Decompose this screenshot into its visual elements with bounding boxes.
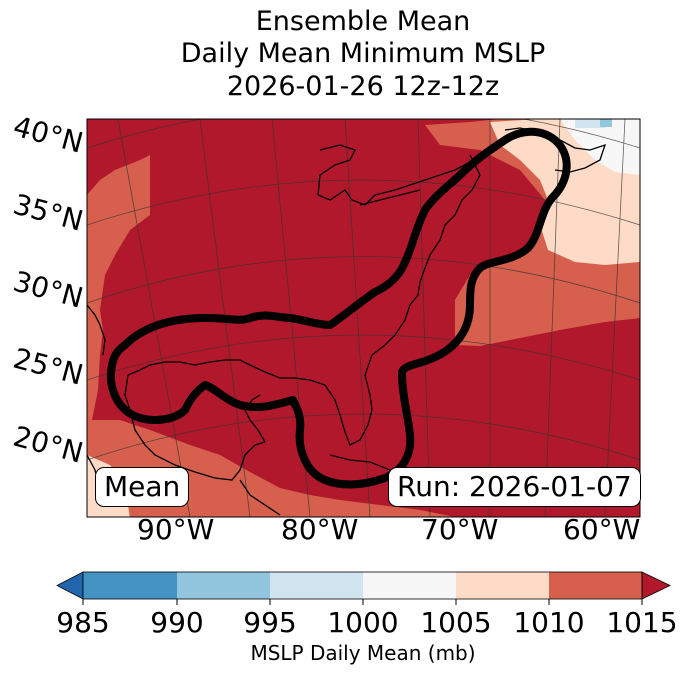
colorbar-tick-1015: 1015: [606, 606, 678, 639]
colorbar-segment-985-990: [83, 572, 177, 599]
colorbar-segment-1005-1010: [456, 572, 549, 599]
colorbar-tick-985: 985: [56, 606, 110, 639]
mslp-outline-contour: [107, 127, 571, 489]
colorbar-segment-1010-1015: [549, 572, 642, 599]
colorbar-tick-995: 995: [243, 606, 297, 639]
lon-label-70w: 70°W: [421, 513, 499, 546]
colorbar-tick-1010: 1010: [513, 606, 585, 639]
central-america: [239, 479, 281, 516]
great-lakes: [317, 144, 471, 206]
map-frame: [86, 118, 641, 518]
pressure-field-995-1000-ne: [575, 119, 605, 128]
colorbar-tick-1005: 1005: [420, 606, 492, 639]
mean-label-box: Mean: [95, 467, 190, 507]
map-title-line2: Daily Mean Minimum MSLP: [180, 38, 546, 69]
colorbar-label: MSLP Daily Mean (mb): [250, 641, 476, 665]
colorbar-ticks: [82, 599, 643, 605]
colorbar-tick-990: 990: [150, 606, 204, 639]
colorbar-segment-990-995: [177, 572, 270, 599]
colorbar-segment-1000-1005: [363, 572, 456, 599]
gulf-coast: [127, 359, 326, 386]
map-title-line1: Ensemble Mean: [255, 6, 471, 37]
florida-peninsula: [324, 384, 369, 446]
run-date-box: Run: 2026-01-07: [388, 467, 641, 507]
pressure-field-990-995-ne: [600, 119, 612, 127]
colorbar-segment-995-1000: [270, 572, 363, 599]
lon-label-80w: 80°W: [281, 513, 359, 546]
pressure-field-1010-1015-west: [87, 155, 150, 440]
colorbar-under-arrow: [56, 571, 84, 600]
lon-label-90w: 90°W: [137, 513, 215, 546]
map-title-line3: 2026-01-26 12z-12z: [226, 71, 500, 102]
lon-label-60w: 60°W: [563, 513, 641, 546]
colorbar-over-arrow: [641, 571, 671, 600]
east-coast: [364, 154, 481, 426]
colorbar-tick-1000: 1000: [327, 606, 399, 639]
